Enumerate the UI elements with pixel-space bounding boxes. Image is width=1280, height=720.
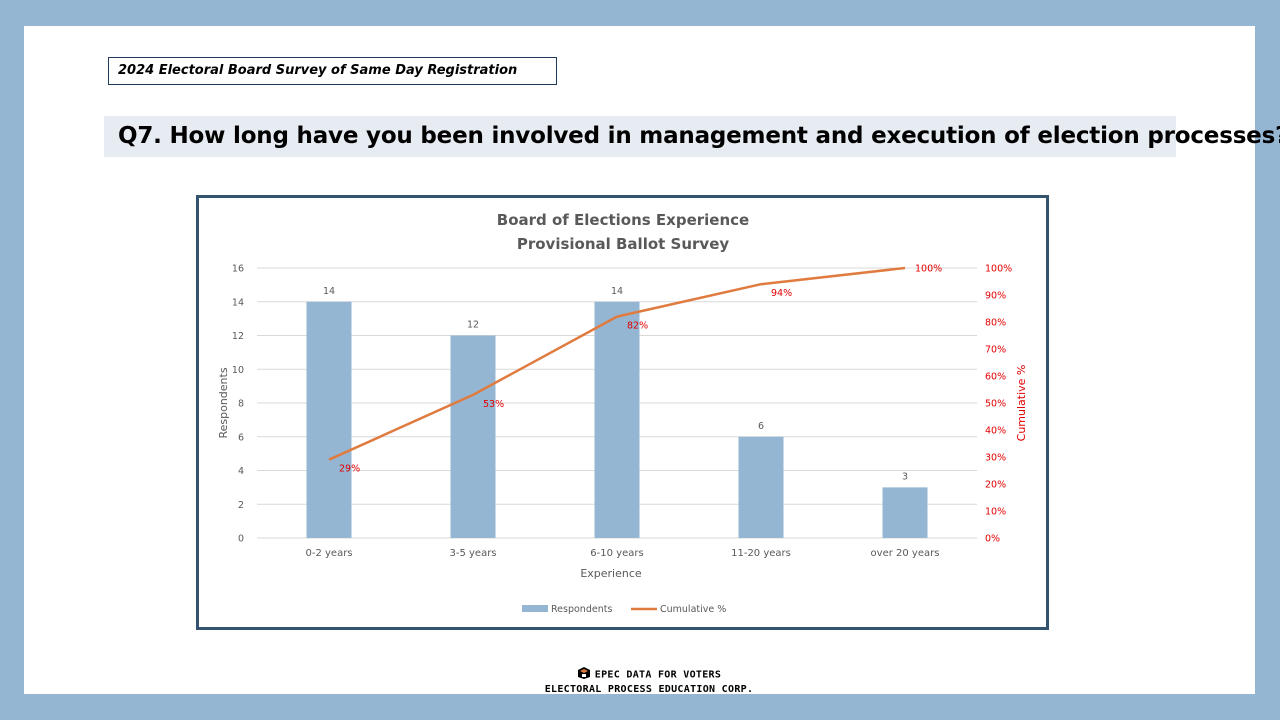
chart-title: Board of Elections Experience	[497, 211, 749, 229]
legend-label-respondents: Respondents	[551, 604, 612, 615]
bar	[594, 301, 640, 538]
legend-swatch-respondents	[522, 605, 548, 612]
y2-tick-label: 70%	[985, 345, 1006, 356]
y2-tick-label: 90%	[985, 291, 1006, 302]
x-tick-label: 11-20 years	[731, 548, 791, 559]
x-axis-title: Experience	[580, 567, 642, 580]
y-tick-label: 2	[238, 500, 244, 511]
footer: EPEC DATA FOR VOTERS ELECTORAL PROCESS E…	[534, 666, 764, 695]
axes: 0 2 4 6 8 10 12 14 16 0% 10% 20% 30% 40% 50% 60% 70% 80% 9…	[217, 264, 1028, 581]
footer-line2-text: ELECTORAL PROCESS EDUCATION CORP.	[544, 684, 754, 695]
y2-tick-label: 20%	[985, 480, 1006, 491]
y-tick-label: 10	[232, 365, 244, 376]
line-value-label: 29%	[339, 464, 360, 475]
y-tick-label: 14	[232, 297, 244, 308]
y2-tick-label: 30%	[985, 453, 1006, 464]
y2-axis-title: Cumulative %	[1015, 365, 1028, 442]
y2-tick-label: 10%	[985, 507, 1006, 518]
y2-tick-label: 50%	[985, 399, 1006, 410]
slide: 2024 Electoral Board Survey of Same Day …	[24, 26, 1280, 695]
footer-line1-text: EPEC DATA FOR VOTERS	[594, 669, 722, 681]
data-labels: 14 12 14 6 3 29% 53% 82% 94% 100%	[323, 264, 942, 483]
ballot-box-icon	[577, 666, 591, 683]
y-tick-label: 0	[238, 534, 244, 545]
bars	[306, 301, 928, 538]
y2-tick-label: 100%	[985, 264, 1012, 275]
y-tick-label: 8	[238, 399, 244, 410]
legend-label-cumulative: Cumulative %	[660, 604, 726, 615]
chart-subtitle: Provisional Ballot Survey	[517, 235, 730, 253]
y2-tick-label: 40%	[985, 426, 1006, 437]
bar	[306, 301, 352, 538]
x-tick-label: 6-10 years	[590, 548, 643, 559]
x-tick-label: 0-2 years	[305, 548, 352, 559]
line-value-label: 82%	[627, 321, 648, 332]
bar-value-label: 3	[902, 471, 908, 482]
bar-value-label: 14	[611, 286, 623, 297]
bar-value-label: 12	[467, 320, 479, 331]
y2-tick-label: 0%	[985, 534, 1000, 545]
x-tick-label: over 20 years	[871, 548, 940, 559]
bar	[450, 335, 496, 538]
bar-value-label: 14	[323, 286, 335, 297]
y2-tick-label: 80%	[985, 318, 1006, 329]
y-tick-label: 16	[232, 264, 244, 275]
bar	[882, 487, 928, 538]
survey-title: 2024 Electoral Board Survey of Same Day …	[108, 57, 557, 85]
chart-frame: Board of Elections Experience Provisiona…	[196, 195, 1049, 630]
y-tick-label: 12	[232, 331, 244, 342]
line-value-label: 53%	[483, 399, 504, 410]
line-value-label: 94%	[771, 288, 792, 299]
cumulative-line	[328, 266, 906, 461]
y-tick-label: 6	[238, 432, 244, 443]
x-tick-label: 3-5 years	[449, 548, 496, 559]
bar-value-label: 6	[758, 421, 764, 432]
y2-tick-label: 60%	[985, 372, 1006, 383]
y-axis-title: Respondents	[217, 367, 230, 438]
line-value-label: 100%	[915, 264, 942, 275]
legend: Respondents Cumulative %	[522, 604, 726, 615]
chart-svg: Board of Elections Experience Provisiona…	[217, 211, 1028, 615]
y-tick-label: 4	[238, 466, 244, 477]
bar	[738, 436, 784, 538]
question-heading: Q7. How long have you been involved in m…	[104, 116, 1280, 157]
